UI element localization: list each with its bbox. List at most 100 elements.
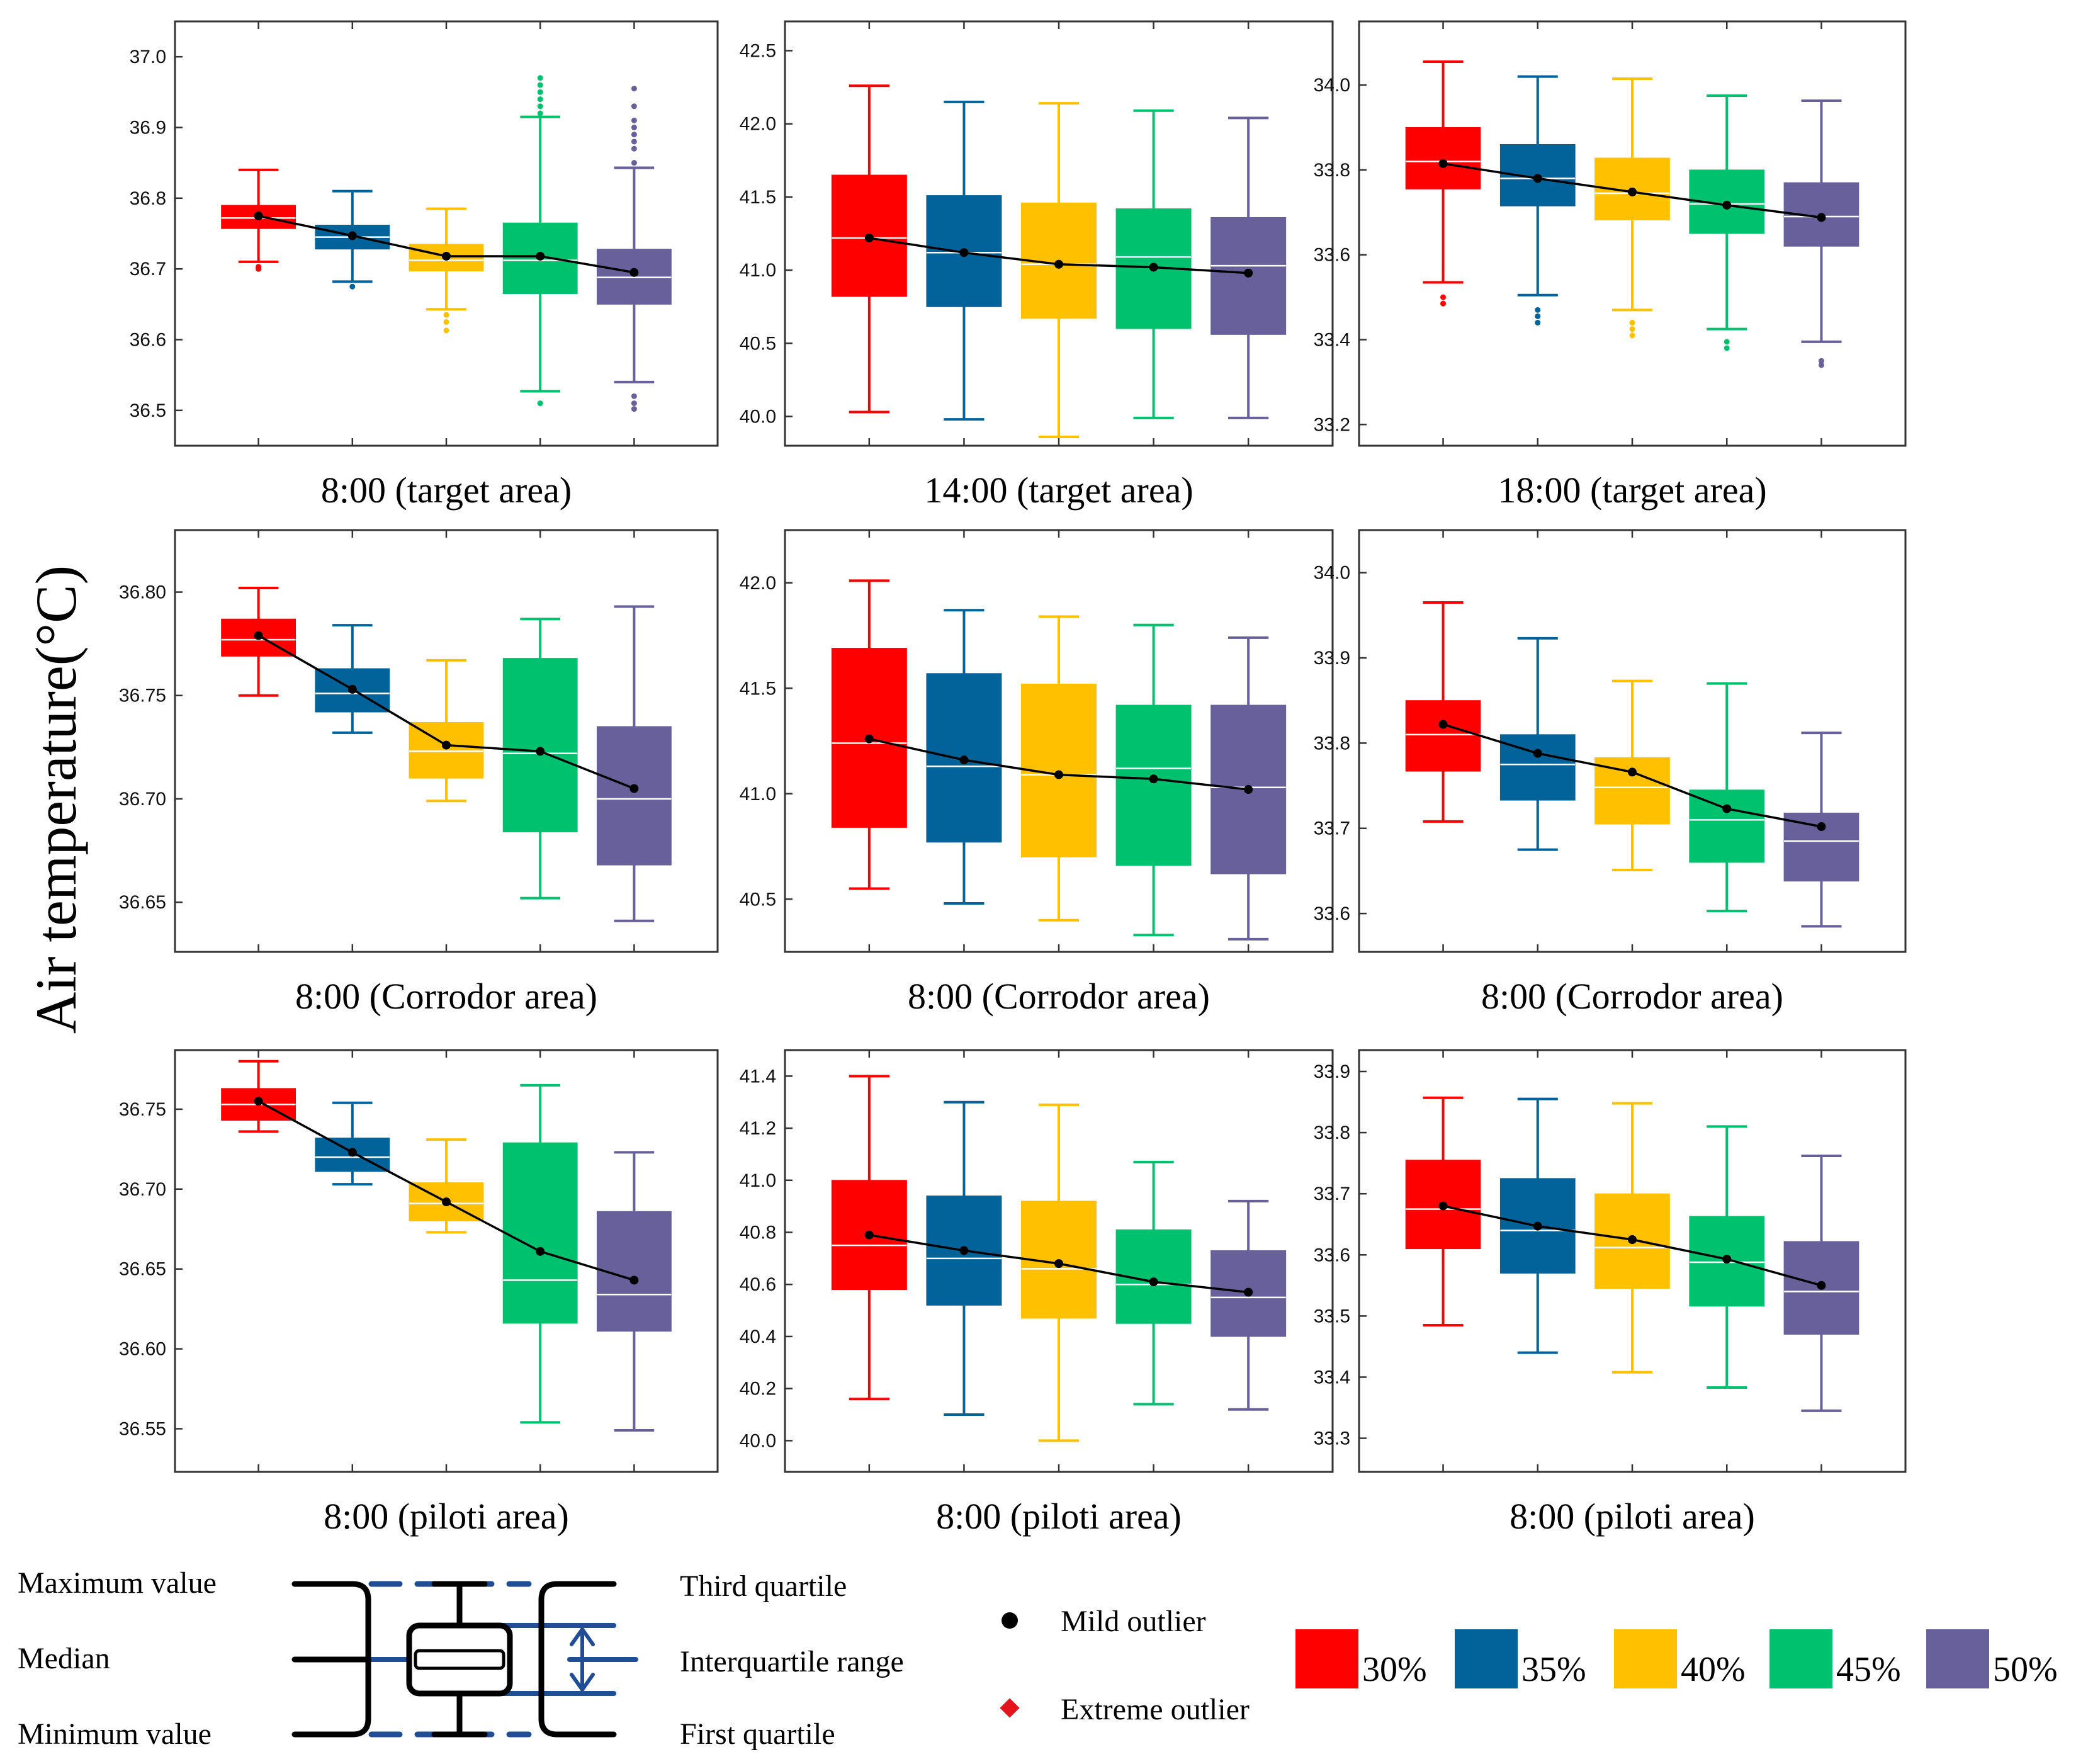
box-45pct: [1689, 682, 1765, 913]
mean-point: [1533, 174, 1542, 183]
mean-point: [536, 747, 545, 756]
panel-5: 40.5 41.0 41.5 42.0 8:00 (Corrodor area): [740, 529, 1334, 1017]
panel-4: 36.65 36.70 36.75 36.80 8:00 (Corrodor area): [119, 529, 719, 1017]
legend-swatch-label: 35%: [1521, 1650, 1586, 1689]
y-tick-label: 36.6: [130, 330, 166, 351]
iqr-box: [596, 726, 672, 866]
outlier-point: [631, 406, 637, 412]
outlier-point: [349, 283, 356, 290]
outlier-point: [1724, 345, 1730, 351]
mean-point: [959, 1246, 969, 1255]
outlier-point: [1440, 294, 1447, 300]
mean-point: [1438, 159, 1448, 168]
mean-point: [959, 248, 969, 257]
mean-point: [1722, 1255, 1732, 1264]
y-tick-label: 41.5: [740, 187, 776, 208]
iqr-box: [831, 1180, 907, 1290]
y-tick-label: 41.4: [740, 1066, 776, 1087]
panel-9: 33.3 33.4 33.5 33.6 33.7 33.8 33.9 8:00 (piloti…: [1314, 1049, 1907, 1537]
legend-swatch-35pct: 35%: [1455, 1629, 1586, 1689]
legend-extreme-outlier-marker: [1000, 1698, 1020, 1718]
mean-point: [1149, 1277, 1158, 1287]
y-tick-label: 33.9: [1314, 648, 1350, 669]
mean-point: [864, 734, 874, 743]
outlier-point: [1535, 313, 1541, 319]
mean-point: [629, 784, 639, 793]
outlier-point: [631, 117, 637, 123]
mean-point: [1054, 770, 1063, 779]
legend-q1-label: First quartile: [680, 1717, 835, 1751]
outlier-point: [631, 132, 637, 138]
legend-swatch-label: 45%: [1836, 1650, 1901, 1689]
outlier-point: [443, 327, 449, 334]
outlier-point: [631, 393, 637, 399]
mean-point: [1628, 187, 1637, 196]
legend-median-label: Median: [18, 1642, 110, 1675]
legend-mild-outlier-label: Mild outlier: [1061, 1605, 1206, 1638]
outlier-point: [631, 125, 637, 130]
mean-point: [864, 1230, 874, 1240]
legend-swatch-label: 40%: [1681, 1650, 1746, 1689]
outlier-point: [631, 139, 637, 145]
y-tick-label: 40.0: [740, 1430, 776, 1451]
panel-2: 40.0 40.5 41.0 41.5 42.0 42.5 14:00 (target ar…: [740, 20, 1334, 511]
y-axis-label: Air temperature(°C): [24, 565, 88, 1034]
y-tick-label: 41.5: [740, 678, 776, 699]
legend-swatch-color: [1614, 1629, 1677, 1688]
mean-point: [1722, 200, 1732, 210]
outlier-point: [631, 160, 637, 166]
y-tick-label: 33.8: [1314, 160, 1350, 181]
y-tick-label: 37.0: [130, 47, 166, 67]
outlier-point: [256, 264, 262, 270]
mean-point: [1244, 1287, 1253, 1297]
outlier-point: [1629, 320, 1635, 326]
y-tick-label: 40.6: [740, 1274, 776, 1295]
box-30pct: [1405, 601, 1481, 823]
outlier-point: [537, 75, 543, 81]
panel-title: 8:00 (Corrodor area): [1481, 976, 1783, 1017]
panel-3: 33.2 33.4 33.6 33.8 34.0 18:00 (target area): [1314, 20, 1907, 511]
outlier-point: [537, 103, 543, 110]
mean-point: [1533, 1221, 1542, 1231]
mean-point: [1438, 1201, 1448, 1211]
outlier-point: [443, 319, 449, 325]
panel-title: 8:00 (Corrodor area): [908, 976, 1210, 1017]
y-tick-label: 33.3: [1314, 1428, 1350, 1449]
mean-point: [1722, 804, 1732, 813]
legend-mild-outlier-marker: [1002, 1612, 1018, 1629]
iqr-box: [1405, 127, 1481, 189]
y-tick-label: 41.0: [740, 784, 776, 805]
legend-swatch-40pct: 40%: [1614, 1629, 1746, 1689]
mean-point: [536, 251, 545, 261]
y-tick-label: 41.0: [740, 260, 776, 281]
mean-point: [347, 231, 357, 240]
box-45pct: [502, 1083, 578, 1424]
mean-point: [442, 1197, 451, 1207]
panel-8: 40.0 40.2 40.4 40.6 40.8 41.0 41.2 41.4 8:00 (pi…: [740, 1049, 1334, 1537]
iqr-box: [1210, 704, 1287, 874]
iqr-box: [502, 1142, 578, 1324]
outlier-point: [1724, 339, 1730, 345]
y-tick-label: 36.60: [119, 1339, 166, 1360]
y-tick-label: 36.8: [130, 188, 166, 209]
legend-swatch-label: 50%: [1993, 1650, 2058, 1689]
mean-point: [629, 1275, 639, 1285]
y-tick-label: 42.0: [740, 114, 776, 135]
y-tick-label: 33.4: [1314, 330, 1350, 351]
y-tick-label: 36.7: [130, 259, 166, 280]
mean-point: [1817, 822, 1826, 832]
y-tick-label: 33.8: [1314, 733, 1350, 754]
outlier-point: [537, 110, 543, 116]
outlier-point: [631, 86, 637, 92]
legend-box-diagram: [291, 1581, 638, 1738]
legend-swatch-color: [1295, 1629, 1358, 1688]
iqr-box: [1689, 789, 1765, 863]
y-tick-label: 42.5: [740, 40, 776, 61]
box-30pct: [831, 1075, 907, 1401]
outlier-point: [537, 89, 543, 95]
mean-point: [347, 684, 357, 694]
y-tick-label: 41.0: [740, 1170, 776, 1191]
y-tick-label: 36.65: [119, 1259, 166, 1280]
panel-7: 36.55 36.60 36.65 36.70 36.75 8:00 (piloti ar…: [119, 1049, 719, 1537]
